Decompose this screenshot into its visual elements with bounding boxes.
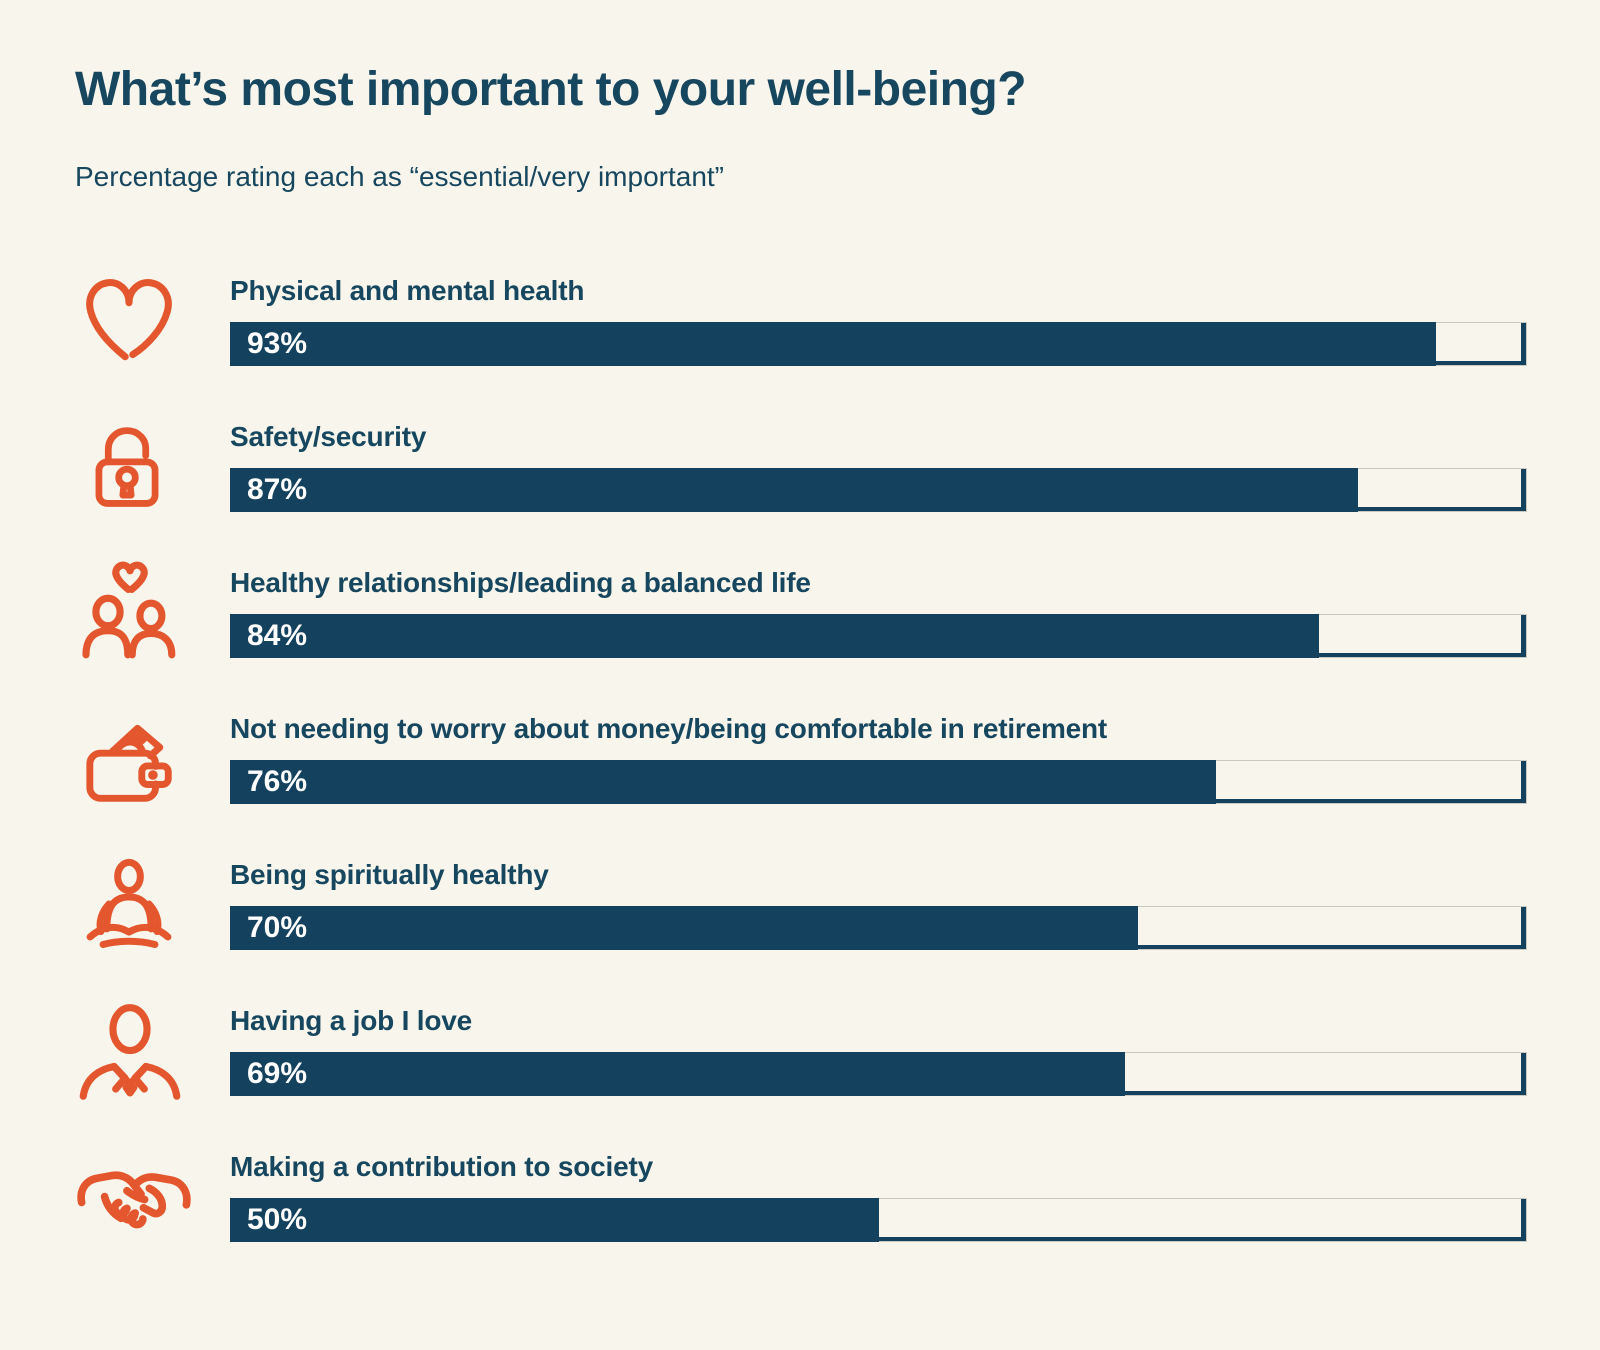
- padlock-icon: [75, 414, 230, 518]
- bar-baseline: [230, 1236, 1527, 1242]
- meditation-icon: [75, 850, 230, 958]
- value-label: 76%: [247, 764, 308, 798]
- infographic: What’s most important to your well-being…: [75, 63, 1527, 1269]
- bar-track: 84%: [230, 613, 1527, 658]
- couple-heart-icon: [75, 557, 230, 667]
- bar-track: 70%: [230, 905, 1527, 950]
- bar-endcap: [1521, 321, 1527, 366]
- value-label: 69%: [247, 1056, 308, 1090]
- category-label: Physical and mental health: [230, 274, 585, 306]
- value-label: 93%: [247, 326, 308, 360]
- bar-track: 76%: [230, 759, 1527, 804]
- bar-track: 87%: [230, 467, 1527, 512]
- category-label: Not needing to worry about money/being c…: [230, 712, 1108, 744]
- chart-row: Having a job I love 69%: [75, 977, 1527, 1123]
- wallet-money-icon: [75, 705, 230, 811]
- bar-fill: 84%: [230, 613, 1320, 658]
- bar-fill: 87%: [230, 467, 1359, 512]
- category-label: Making a contribution to society: [230, 1150, 653, 1182]
- chart-row: Physical and mental health 93%: [75, 247, 1527, 393]
- heart-icon: [75, 266, 230, 374]
- chart-row: Being spiritually healthy 70%: [75, 831, 1527, 977]
- value-label: 87%: [247, 472, 308, 506]
- bar-fill: 50%: [230, 1197, 879, 1242]
- page-subtitle: Percentage rating each as “essential/ver…: [75, 161, 724, 193]
- businessperson-icon: [75, 995, 230, 1105]
- value-label: 70%: [247, 910, 308, 944]
- bar-chart: Physical and mental health 93%: [75, 247, 1527, 1269]
- bar-endcap: [1521, 613, 1527, 658]
- bar-endcap: [1521, 467, 1527, 512]
- bar-endcap: [1521, 905, 1527, 950]
- handshake-icon: [75, 1146, 230, 1246]
- chart-row: Not needing to worry about money/being c…: [75, 685, 1527, 831]
- bar-fill: 76%: [230, 759, 1216, 804]
- bar-endcap: [1521, 1051, 1527, 1096]
- category-label: Having a job I love: [230, 1004, 473, 1036]
- chart-row: Healthy relationships/leading a balanced…: [75, 539, 1527, 685]
- bar-track: 50%: [230, 1197, 1527, 1242]
- value-label: 84%: [247, 618, 308, 652]
- category-label: Healthy relationships/leading a balanced…: [230, 566, 811, 598]
- bar-endcap: [1521, 759, 1527, 804]
- bar-fill: 70%: [230, 905, 1138, 950]
- chart-row: Safety/security 87%: [75, 393, 1527, 539]
- bar-track: 93%: [230, 321, 1527, 366]
- value-label: 50%: [247, 1202, 308, 1236]
- bar-fill: 69%: [230, 1051, 1125, 1096]
- category-label: Being spiritually healthy: [230, 858, 549, 890]
- bar-fill: 93%: [230, 321, 1437, 366]
- page-title: What’s most important to your well-being…: [75, 63, 1027, 116]
- category-label: Safety/security: [230, 420, 427, 452]
- bar-track: 69%: [230, 1051, 1527, 1096]
- chart-row: Making a contribution to society 50%: [75, 1123, 1527, 1269]
- bar-endcap: [1521, 1197, 1527, 1242]
